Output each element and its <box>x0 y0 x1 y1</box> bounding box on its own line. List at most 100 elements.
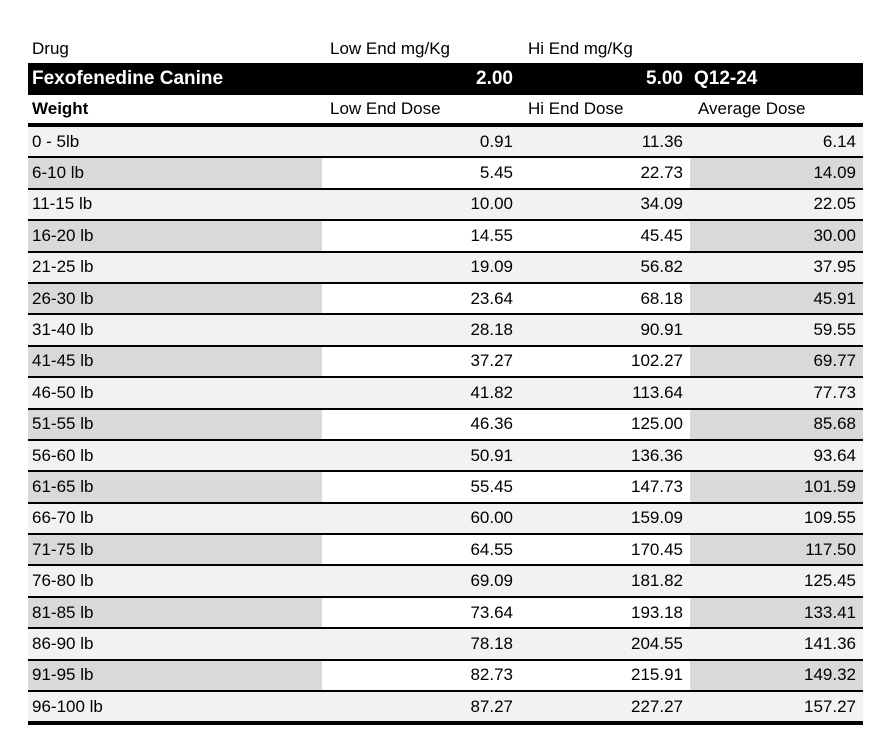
table-row: 91-95 lb 82.73 215.91 149.32 <box>28 660 863 693</box>
weight-cell: 51-55 lb <box>28 409 322 439</box>
avg-dose-cell: 85.68 <box>690 409 863 439</box>
table-row: 76-80 lb 69.09 181.82 125.45 <box>28 566 863 598</box>
hi-dose-cell: 22.73 <box>640 163 683 183</box>
weight-cell: 16-20 lb <box>28 221 322 251</box>
drug-band-row: Fexofenedine Canine 2.00 5.00 Q12-24 <box>28 63 863 95</box>
weight-cell: 81-85 lb <box>28 597 322 628</box>
avg-dose-cell: 69.77 <box>690 346 863 377</box>
hi-dose-cell: 90.91 <box>640 320 683 340</box>
hi-dose-cell: 102.27 <box>631 351 683 371</box>
low-dose-cell: 37.27 <box>470 351 513 371</box>
weight-cell: 56-60 lb <box>32 445 94 465</box>
avg-dose-cell: 125.45 <box>804 571 856 591</box>
weight-cell: 86-90 lb <box>32 633 94 653</box>
weight-column-header: Weight <box>32 99 89 118</box>
low-dose-cell: 46.36 <box>470 414 513 434</box>
low-dose-cell: 78.18 <box>470 633 513 653</box>
table-body: 0 - 5lb 0.91 11.36 6.14 6-10 lb 5.45 22.… <box>28 127 863 726</box>
avg-dose-cell: 117.50 <box>690 535 863 565</box>
dose-header-row: Weight Low End Dose Hi End Dose Average … <box>28 95 863 127</box>
low-dose-cell: 64.55 <box>470 539 513 559</box>
low-dose-cell: 69.09 <box>470 571 513 591</box>
avg-dose-cell: 109.55 <box>804 508 856 528</box>
average-dose-header: Average Dose <box>698 99 806 118</box>
low-dose-cell: 28.18 <box>470 320 513 340</box>
table-row: 81-85 lb 73.64 193.18 133.41 <box>28 597 863 630</box>
low-dose-cell: 10.00 <box>470 194 513 214</box>
weight-cell: 46-50 lb <box>32 382 94 402</box>
low-dose-cell: 0.91 <box>479 131 513 151</box>
weight-cell: 96-100 lb <box>32 696 103 716</box>
hi-dose-cell: 227.27 <box>631 696 683 716</box>
hi-end-mgkg-header: Hi End mg/Kg <box>528 39 633 58</box>
drug-frequency: Q12-24 <box>694 68 758 89</box>
weight-cell: 71-75 lb <box>28 535 322 565</box>
table-row: 86-90 lb 78.18 204.55 141.36 <box>28 629 863 661</box>
table-row: 6-10 lb 5.45 22.73 14.09 <box>28 158 863 190</box>
weight-cell: 11-15 lb <box>32 194 93 214</box>
hi-dose-cell: 125.00 <box>631 414 683 434</box>
table-row: 66-70 lb 60.00 159.09 109.55 <box>28 503 863 536</box>
hi-dose-cell: 147.73 <box>631 476 683 496</box>
avg-dose-cell: 133.41 <box>690 597 863 628</box>
avg-dose-cell: 149.32 <box>690 660 863 691</box>
low-dose-cell: 60.00 <box>470 508 513 528</box>
low-dose-cell: 41.82 <box>470 382 513 402</box>
table-row: 71-75 lb 64.55 170.45 117.50 <box>28 535 863 567</box>
table-row: 61-65 lb 55.45 147.73 101.59 <box>28 472 863 504</box>
avg-dose-cell: 6.14 <box>822 131 856 151</box>
weight-cell: 41-45 lb <box>28 346 322 377</box>
hi-end-dose-header: Hi End Dose <box>528 99 624 118</box>
low-end-mgkg-header: Low End mg/Kg <box>330 39 451 58</box>
low-dose-cell: 14.55 <box>470 225 513 245</box>
table-row: 41-45 lb 37.27 102.27 69.77 <box>28 346 863 379</box>
mgkg-header-spacer <box>690 35 863 63</box>
hi-dose-cell: 68.18 <box>640 288 683 308</box>
table-row: 0 - 5lb 0.91 11.36 6.14 <box>28 127 863 159</box>
hi-dose-cell: 204.55 <box>631 633 683 653</box>
hi-dose-cell: 56.82 <box>640 257 683 277</box>
low-dose-cell: 50.91 <box>470 445 513 465</box>
hi-dose-cell: 181.82 <box>631 571 683 591</box>
hi-dose-cell: 113.64 <box>632 382 683 402</box>
hi-dose-cell: 170.45 <box>631 539 683 559</box>
avg-dose-cell: 59.55 <box>813 320 856 340</box>
drug-dose-table: Drug Low End mg/Kg Hi End mg/Kg Fexofene… <box>28 35 863 726</box>
avg-dose-cell: 37.95 <box>813 257 856 277</box>
avg-dose-cell: 101.59 <box>690 472 863 502</box>
table-row: 16-20 lb 14.55 45.45 30.00 <box>28 221 863 253</box>
weight-cell: 61-65 lb <box>28 472 322 502</box>
drug-low-end-mgkg-value: 2.00 <box>476 68 513 89</box>
mgkg-header-row: Drug Low End mg/Kg Hi End mg/Kg <box>28 35 863 63</box>
avg-dose-cell: 93.64 <box>813 445 856 465</box>
table-row: 46-50 lb 41.82 113.64 77.73 <box>28 378 863 410</box>
weight-cell: 6-10 lb <box>28 158 322 188</box>
hi-dose-cell: 34.09 <box>640 194 683 214</box>
avg-dose-cell: 14.09 <box>690 158 863 188</box>
hi-dose-cell: 45.45 <box>640 225 683 245</box>
low-dose-cell: 73.64 <box>470 602 513 622</box>
low-end-dose-header: Low End Dose <box>330 99 441 118</box>
weight-cell: 31-40 lb <box>32 320 94 340</box>
hi-dose-cell: 215.91 <box>631 665 683 685</box>
weight-cell: 21-25 lb <box>32 257 94 277</box>
avg-dose-cell: 45.91 <box>690 283 863 314</box>
hi-dose-cell: 11.36 <box>641 131 683 151</box>
weight-cell: 26-30 lb <box>28 283 322 314</box>
table-row: 56-60 lb 50.91 136.36 93.64 <box>28 440 863 473</box>
low-dose-cell: 87.27 <box>470 696 513 716</box>
weight-cell: 76-80 lb <box>32 571 94 591</box>
weight-cell: 91-95 lb <box>28 660 322 691</box>
avg-dose-cell: 141.36 <box>804 633 856 653</box>
weight-cell: 66-70 lb <box>32 508 94 528</box>
low-dose-cell: 19.09 <box>470 257 513 277</box>
low-dose-cell: 82.73 <box>470 665 513 685</box>
avg-dose-cell: 77.73 <box>813 382 856 402</box>
table-row: 26-30 lb 23.64 68.18 45.91 <box>28 283 863 316</box>
hi-dose-cell: 136.36 <box>631 445 683 465</box>
low-dose-cell: 23.64 <box>470 288 513 308</box>
drug-hi-end-mgkg-value: 5.00 <box>646 68 683 89</box>
low-dose-cell: 55.45 <box>470 476 513 496</box>
drug-column-header: Drug <box>32 39 69 58</box>
drug-name: Fexofenedine Canine <box>32 68 224 89</box>
